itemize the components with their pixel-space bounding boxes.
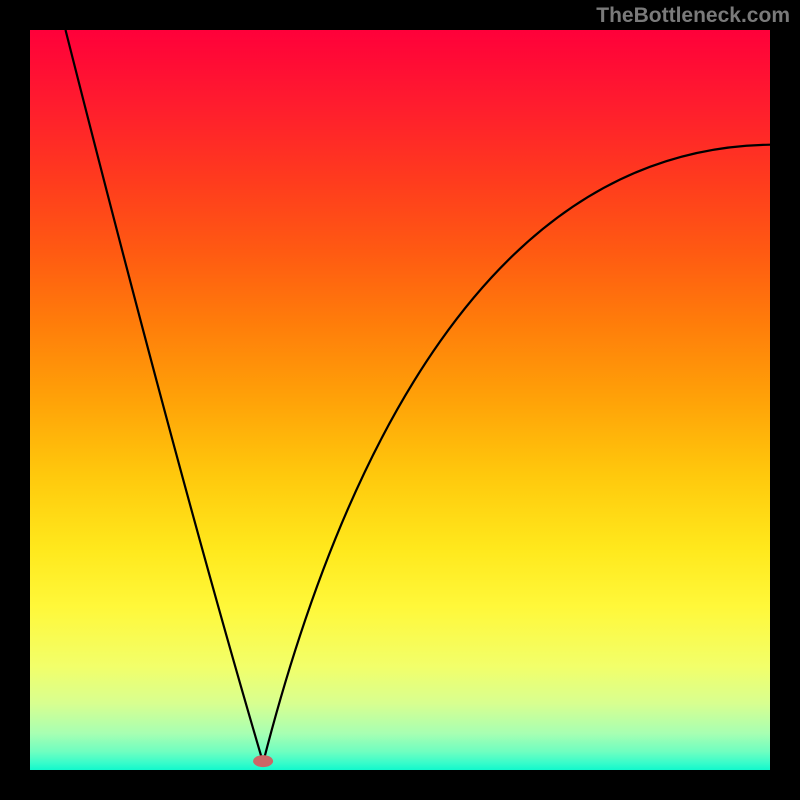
chart-container: TheBottleneck.com [0, 0, 800, 800]
watermark-text: TheBottleneck.com [596, 4, 790, 28]
gradient-background [30, 30, 770, 770]
vertex-marker [253, 755, 273, 767]
plot-area [30, 30, 770, 770]
